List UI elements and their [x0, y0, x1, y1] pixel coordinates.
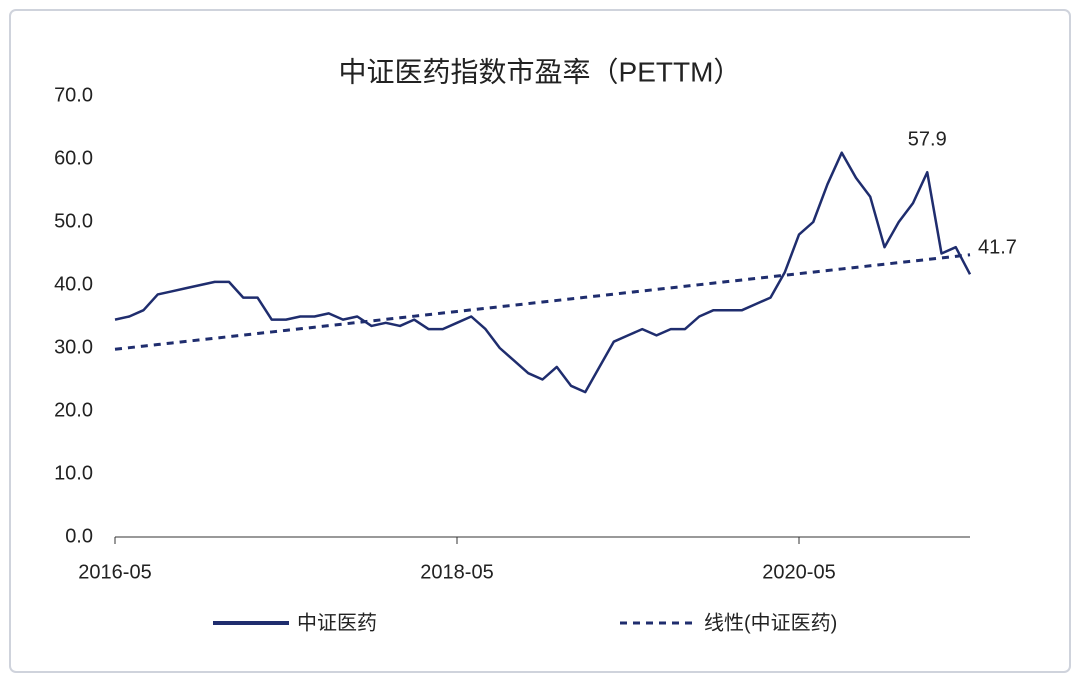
x-tick-label: 2020-05 — [762, 561, 835, 583]
y-tick-label: 30.0 — [54, 336, 93, 358]
y-tick-label: 50.0 — [54, 210, 93, 232]
trend-line — [114, 253, 971, 351]
x-tick-label: 2018-05 — [420, 561, 493, 583]
y-tick-label: 20.0 — [54, 399, 93, 421]
legend-label: 中证医药 — [297, 611, 377, 634]
y-tick-label: 10.0 — [54, 462, 93, 484]
legend-label: 线性(中证医药) — [704, 611, 837, 634]
y-tick-label: 40.0 — [54, 273, 93, 295]
annotation: 41.7 — [978, 237, 1017, 259]
annotation: 57.9 — [908, 129, 947, 151]
frame — [9, 9, 1071, 673]
y-tick-label: 60.0 — [54, 147, 93, 169]
y-tick-label: 0.0 — [65, 525, 93, 547]
line — [114, 151, 972, 394]
x-tick-label: 2016-05 — [78, 561, 151, 583]
y-tick-label: 70.0 — [54, 84, 93, 106]
chart-title: 中证医药指数市盈率（PETTM） — [339, 56, 742, 87]
